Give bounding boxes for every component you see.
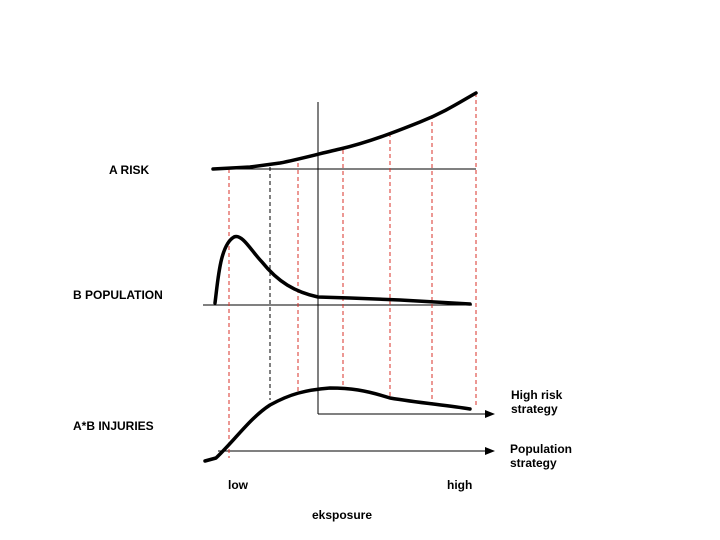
injuries-curve: [203, 386, 472, 463]
risk-curve: [211, 91, 478, 171]
injuries-label: A*B INJURIES: [73, 419, 154, 433]
low-label: low: [228, 478, 249, 492]
population-curve: [213, 234, 472, 306]
population-label: B POPULATION: [73, 288, 163, 302]
high-label: high: [447, 478, 472, 492]
high-risk-strategy-label: High risk strategy: [511, 388, 566, 416]
population-strategy-label: Population strategy: [510, 442, 575, 470]
risk-label: A RISK: [109, 163, 150, 177]
exposure-axis-title: eksposure: [312, 508, 372, 522]
